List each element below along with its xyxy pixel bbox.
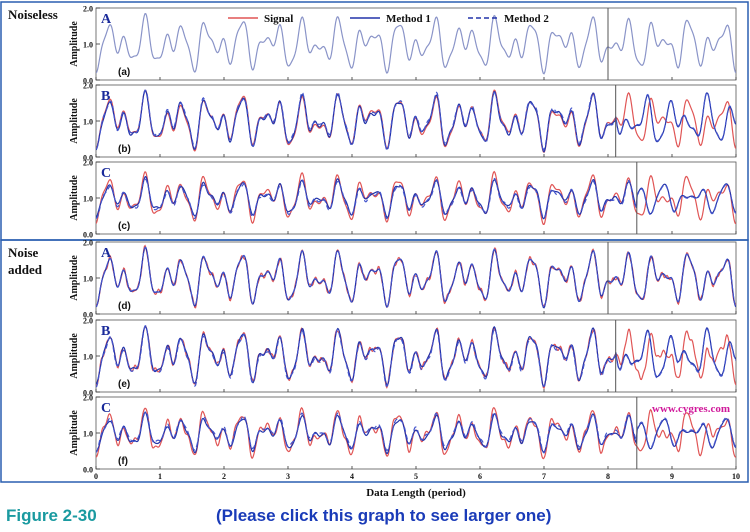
panel-tag: (f)	[118, 456, 128, 467]
panel-tag: (a)	[118, 67, 130, 78]
panel-tag: (d)	[118, 301, 131, 312]
y-tick-label: 0.0	[83, 389, 93, 398]
panel-letter: B	[101, 324, 110, 339]
y-axis-label: Amplitude	[69, 175, 80, 221]
y-tick-label: 1.0	[83, 41, 93, 50]
y-tick-label: 2.0	[83, 317, 93, 326]
panel-letter: B	[101, 89, 110, 104]
method-1-line	[96, 247, 736, 309]
plot-frame	[95, 161, 737, 235]
y-axis-label: Amplitude	[69, 21, 80, 67]
x-tick-label: 10	[732, 472, 740, 481]
legend-entry: Signal	[264, 13, 293, 25]
method-2-line	[96, 324, 736, 388]
method-1-line	[96, 13, 736, 75]
y-tick-label: 1.0	[83, 118, 93, 127]
panel-letter: C	[101, 166, 111, 181]
method-2-line	[96, 246, 736, 309]
panel-letter: A	[101, 12, 112, 27]
legend-entry: Method 1	[386, 13, 431, 25]
x-tick-label: 1	[158, 472, 162, 481]
x-tick-label: 7	[542, 472, 546, 481]
panel-tag: (e)	[118, 379, 130, 390]
group-frame	[0, 239, 749, 483]
y-axis-label: Amplitude	[69, 255, 80, 301]
x-tick-label: 5	[414, 472, 418, 481]
group-label: added	[8, 262, 43, 277]
y-tick-label: 0.0	[83, 154, 93, 163]
y-tick-label: 1.0	[83, 353, 93, 362]
group-label: Noiseless	[8, 7, 58, 22]
panel-tag: (c)	[118, 221, 130, 232]
y-tick-label: 0.0	[83, 466, 93, 475]
x-tick-label: 2	[222, 472, 226, 481]
legend: Signal Method 1 Method 2	[228, 13, 549, 25]
y-tick-label: 0.0	[83, 77, 93, 86]
panel-tag: (b)	[118, 144, 131, 155]
y-tick-label: 0.0	[83, 311, 93, 320]
y-tick-label: 2.0	[83, 5, 93, 14]
x-axis-label: Data Length (period)	[366, 487, 466, 499]
panel-letter: C	[101, 401, 111, 416]
method-2-line	[96, 177, 736, 220]
y-tick-label: 2.0	[83, 394, 93, 403]
x-tick-label: 9	[670, 472, 674, 481]
y-tick-label: 2.0	[83, 82, 93, 91]
y-tick-label: 1.0	[83, 430, 93, 439]
legend-entry: Method 2	[504, 13, 549, 25]
x-tick-label: 4	[350, 472, 354, 481]
y-tick-label: 0.0	[83, 231, 93, 240]
plot-frame	[95, 396, 737, 470]
y-axis-label: Amplitude	[69, 410, 80, 456]
y-axis-label: Amplitude	[69, 333, 80, 379]
x-tick-label: 3	[286, 472, 290, 481]
panel-letter: A	[101, 246, 112, 261]
x-tick-label: 0	[94, 472, 98, 481]
y-tick-label: 2.0	[83, 159, 93, 168]
plot-frame	[95, 241, 737, 315]
plot-frame	[95, 84, 737, 158]
y-tick-label: 1.0	[83, 195, 93, 204]
figure-number: Figure 2-30	[6, 506, 97, 525]
x-tick-label: 8	[606, 472, 610, 481]
watermark-text: www.cygres.com	[652, 403, 730, 415]
enlarge-link[interactable]: (Please click this graph to see larger o…	[216, 506, 552, 525]
method-2-line	[96, 410, 736, 454]
group-label: Noise	[8, 245, 39, 260]
plot-frame	[95, 319, 737, 393]
x-tick-label: 6	[478, 472, 482, 481]
y-tick-label: 1.0	[83, 275, 93, 284]
y-tick-label: 2.0	[83, 239, 93, 248]
method-2-line	[96, 89, 736, 152]
y-axis-label: Amplitude	[69, 98, 80, 144]
